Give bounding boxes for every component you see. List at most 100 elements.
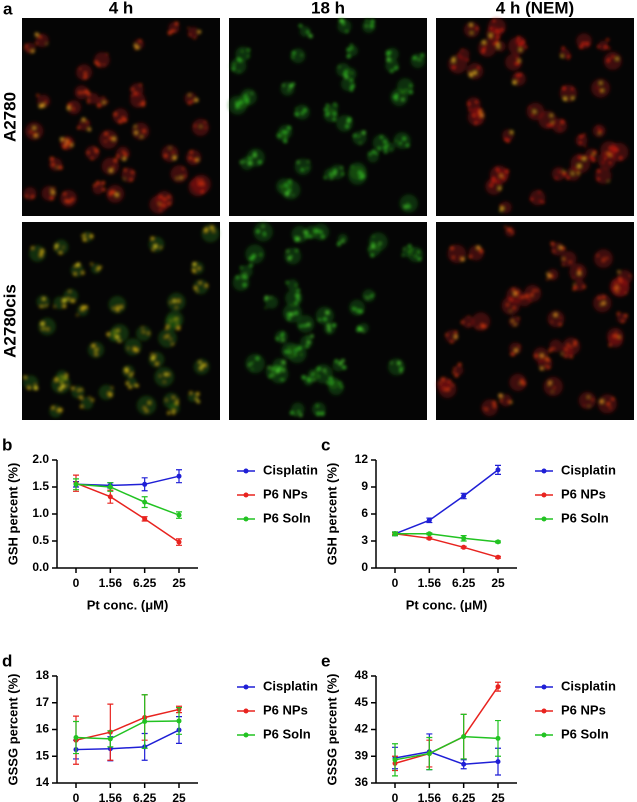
- speck: [79, 396, 83, 400]
- data-point: [495, 735, 501, 741]
- speck: [251, 368, 254, 371]
- speck: [83, 233, 86, 237]
- panel-label: d: [2, 651, 12, 670]
- speck: [511, 319, 514, 323]
- speck: [89, 234, 94, 239]
- speck: [353, 133, 357, 138]
- data-point: [461, 544, 467, 550]
- cells: [448, 17, 629, 214]
- speck: [67, 103, 71, 107]
- speck: [235, 100, 238, 103]
- speck: [328, 330, 331, 333]
- speck: [608, 47, 611, 50]
- speck: [138, 103, 141, 106]
- speck: [139, 83, 142, 87]
- speck: [370, 294, 374, 298]
- speck: [258, 160, 262, 165]
- speck: [578, 155, 582, 160]
- y-axis-label: GSH percent (%): [324, 463, 339, 566]
- speck: [282, 84, 285, 87]
- speck: [253, 153, 257, 158]
- speck: [578, 141, 582, 145]
- speck: [507, 400, 511, 404]
- speck: [454, 373, 459, 378]
- speck: [470, 31, 473, 35]
- speck: [500, 206, 504, 210]
- cell: [149, 195, 168, 214]
- speck: [310, 334, 314, 338]
- x-tick-label: 1.56: [418, 791, 442, 802]
- cell: [603, 51, 622, 71]
- speck: [343, 73, 347, 77]
- cell: [125, 376, 137, 388]
- speck: [108, 136, 112, 140]
- speck: [76, 314, 79, 317]
- legend-label: Cisplatin: [263, 462, 318, 477]
- speck: [402, 136, 407, 141]
- speck: [286, 249, 289, 253]
- speck: [566, 343, 570, 347]
- legend-marker: [243, 516, 249, 522]
- speck: [289, 84, 293, 88]
- speck: [256, 229, 260, 234]
- speck: [451, 255, 455, 259]
- cell: [468, 245, 484, 261]
- speck: [190, 100, 194, 103]
- speck: [246, 92, 249, 94]
- speck: [618, 335, 621, 339]
- speck: [151, 248, 155, 252]
- data-point: [495, 759, 501, 765]
- speck: [342, 365, 347, 370]
- speck: [295, 284, 298, 287]
- speck: [550, 321, 553, 324]
- speck: [514, 323, 517, 326]
- legend-label: Cisplatin: [561, 678, 616, 693]
- speck: [71, 107, 75, 111]
- speck: [151, 356, 155, 361]
- speck: [294, 236, 298, 240]
- cell: [245, 353, 265, 374]
- speck: [346, 54, 351, 59]
- cell: [170, 165, 189, 183]
- speck: [380, 135, 383, 139]
- speck: [559, 128, 562, 131]
- speck: [362, 330, 365, 333]
- data-point: [461, 761, 467, 767]
- speck: [481, 49, 486, 54]
- speck: [167, 195, 171, 199]
- speck: [517, 317, 520, 320]
- data-point: [73, 481, 79, 487]
- series-line: [75, 475, 180, 487]
- speck: [247, 48, 250, 52]
- speck: [495, 40, 499, 45]
- speck: [548, 380, 552, 385]
- speck: [482, 47, 486, 51]
- speck: [551, 390, 554, 393]
- speck: [558, 323, 562, 327]
- legend-marker: [541, 684, 547, 690]
- speck: [341, 172, 345, 176]
- legend-label: P6 NPs: [561, 702, 606, 717]
- cell: [508, 316, 520, 328]
- cell: [478, 38, 497, 58]
- speck: [517, 36, 521, 40]
- speck: [546, 358, 551, 362]
- speck: [284, 350, 288, 354]
- series-line: [75, 720, 180, 740]
- column-label: 4 h: [109, 0, 134, 17]
- speck: [306, 167, 309, 170]
- speck: [400, 370, 403, 373]
- speck: [615, 57, 619, 61]
- speck: [307, 160, 310, 163]
- speck: [278, 366, 282, 370]
- speck: [552, 347, 555, 351]
- speck: [167, 373, 170, 376]
- speck: [324, 107, 328, 112]
- data-point: [107, 494, 113, 500]
- cell: [158, 328, 177, 348]
- cell: [299, 26, 311, 37]
- speck: [566, 176, 570, 180]
- speck: [453, 367, 456, 370]
- speck: [469, 23, 473, 27]
- speck: [578, 267, 582, 271]
